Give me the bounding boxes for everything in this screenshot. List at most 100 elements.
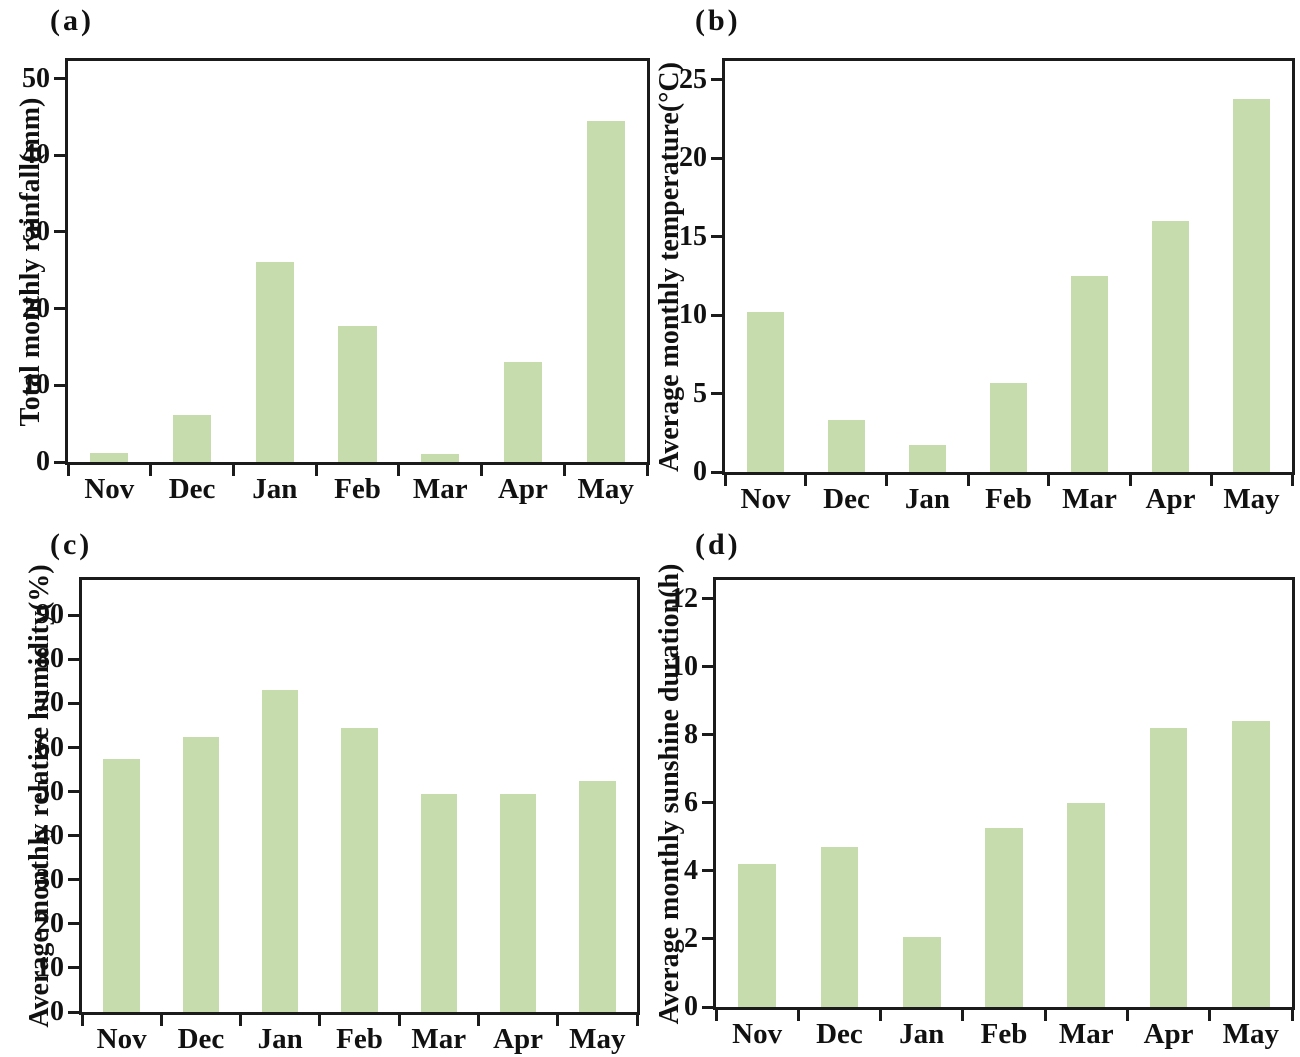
bar-mar — [1070, 275, 1109, 472]
x-tick-label-nov: Nov — [732, 1018, 783, 1050]
x-tick-label-nov: Nov — [84, 473, 135, 505]
y-tick-mark — [54, 153, 65, 157]
bar-apr — [1151, 221, 1190, 472]
x-tick-label-mar: Mar — [1062, 483, 1117, 515]
bar-jan — [255, 261, 294, 462]
bar-jan — [261, 690, 299, 1012]
y-tick-mark — [702, 597, 713, 601]
panel-label-b: (b) — [695, 4, 741, 37]
bar-mar — [421, 453, 460, 462]
x-tick-label-mar: Mar — [411, 1023, 467, 1055]
y-tick-label: 50 — [36, 775, 64, 807]
plot-area-rainfall: 0 10 20 30 40 50 Nov Dec Jan Feb Mar Apr May — [22, 58, 650, 504]
y-tick-mark — [711, 156, 722, 160]
x-tick-mark — [231, 465, 235, 476]
x-tick-mark — [1047, 475, 1051, 486]
y-tick-label: 25 — [679, 63, 707, 95]
y-tick-mark — [711, 313, 722, 317]
bar-feb — [341, 727, 378, 1012]
bar-jan — [908, 445, 947, 472]
x-tick-label-nov: Nov — [740, 483, 791, 515]
y-tick-mark — [68, 922, 79, 926]
panel-label-d: (d) — [695, 528, 741, 561]
panel-label-c: (c) — [50, 528, 93, 561]
x-tick-label-jan: Jan — [904, 483, 951, 515]
panel-temperature: (b) Average monthly temperature(°C) 0 5 10… — [650, 0, 1300, 528]
y-tick-label: 0 — [50, 996, 64, 1027]
y-tick-label: 40 — [36, 819, 64, 851]
y-tick-label: 12 — [670, 582, 698, 614]
bar-apr — [1149, 728, 1188, 1007]
x-tick-mark — [1290, 1010, 1294, 1021]
x-tick-mark — [159, 1015, 163, 1026]
x-tick-mark — [314, 465, 318, 476]
x-tick-mark — [635, 1015, 639, 1026]
x-tick-label-may: May — [1222, 1018, 1280, 1050]
bar-apr — [499, 793, 537, 1012]
y-tick-mark — [54, 230, 65, 234]
bar-jan — [902, 937, 941, 1007]
y-tick-mark — [68, 966, 79, 970]
bar-nov — [90, 452, 129, 462]
y-tick-label: 6 — [684, 786, 698, 818]
y-tick-mark — [702, 937, 713, 941]
bar-feb — [989, 382, 1028, 472]
x-tick-mark — [879, 1010, 883, 1021]
x-tick-label-dec: Dec — [177, 1023, 225, 1055]
x-tick-mark — [796, 1010, 800, 1021]
x-tick-mark — [480, 465, 484, 476]
bar-mar — [420, 793, 458, 1012]
panel-sunshine: (d) Average monthly sunshine duration(h)… — [650, 528, 1300, 1057]
x-tick-label-apr: Apr — [497, 473, 548, 505]
y-tick-label: 0 — [684, 991, 698, 1022]
x-tick-label-jan: Jan — [899, 1018, 945, 1050]
x-tick-mark — [804, 475, 808, 486]
y-tick-label: 50 — [22, 62, 50, 94]
bar-nov — [746, 312, 785, 472]
y-tick-label: 20 — [36, 907, 64, 939]
x-tick-mark — [556, 1015, 560, 1026]
x-tick-label-dec: Dec — [168, 473, 216, 505]
x-tick-label-apr: Apr — [1145, 483, 1196, 515]
bar-dec — [820, 847, 859, 1007]
y-tick-mark — [54, 460, 65, 464]
x-tick-label-feb: Feb — [985, 483, 1032, 515]
x-tick-label-may: May — [569, 1023, 626, 1055]
y-tick-label: 40 — [22, 139, 50, 171]
x-tick-mark — [885, 475, 889, 486]
bar-nov — [103, 758, 140, 1012]
y-tick-label: 2 — [684, 922, 698, 954]
x-tick-label-feb: Feb — [336, 1023, 383, 1055]
x-tick-mark — [476, 1015, 480, 1026]
y-axis-label-temperature: Average monthly temperature(°C) — [654, 61, 685, 472]
x-tick-mark — [80, 1015, 84, 1026]
y-tick-mark — [68, 834, 79, 838]
bar-feb — [985, 828, 1023, 1007]
x-tick-label-feb: Feb — [334, 473, 381, 505]
y-tick-mark — [711, 470, 722, 474]
y-tick-mark — [54, 77, 65, 81]
y-tick-label: 70 — [36, 687, 64, 719]
y-tick-label: 30 — [22, 215, 50, 247]
y-tick-mark — [54, 383, 65, 387]
bar-mar — [1067, 802, 1106, 1007]
y-tick-mark — [68, 613, 79, 617]
bar-dec — [182, 736, 220, 1012]
x-tick-mark — [1128, 475, 1132, 486]
y-axis-label-sunshine: Average monthly sunshine duration(h) — [654, 563, 685, 1024]
x-tick-mark — [1125, 1010, 1129, 1021]
plot-area-sunshine: 0 2 4 6 8 10 12 Nov Dec Jan Feb Mar Apr May — [670, 577, 1295, 1049]
x-tick-mark — [318, 1015, 322, 1026]
y-tick-mark — [68, 746, 79, 749]
x-tick-label-jan: Jan — [257, 1023, 303, 1055]
y-tick-mark — [702, 665, 713, 669]
x-tick-mark — [397, 1015, 401, 1026]
y-tick-mark — [711, 392, 722, 396]
y-tick-label: 90 — [36, 599, 64, 631]
x-tick-label-feb: Feb — [980, 1018, 1028, 1050]
x-tick-label-dec: Dec — [816, 1018, 863, 1050]
x-tick-label-apr: Apr — [493, 1023, 544, 1055]
x-tick-mark — [961, 1010, 965, 1021]
y-tick-label: 15 — [679, 220, 707, 252]
x-tick-label-apr: Apr — [1143, 1018, 1194, 1050]
